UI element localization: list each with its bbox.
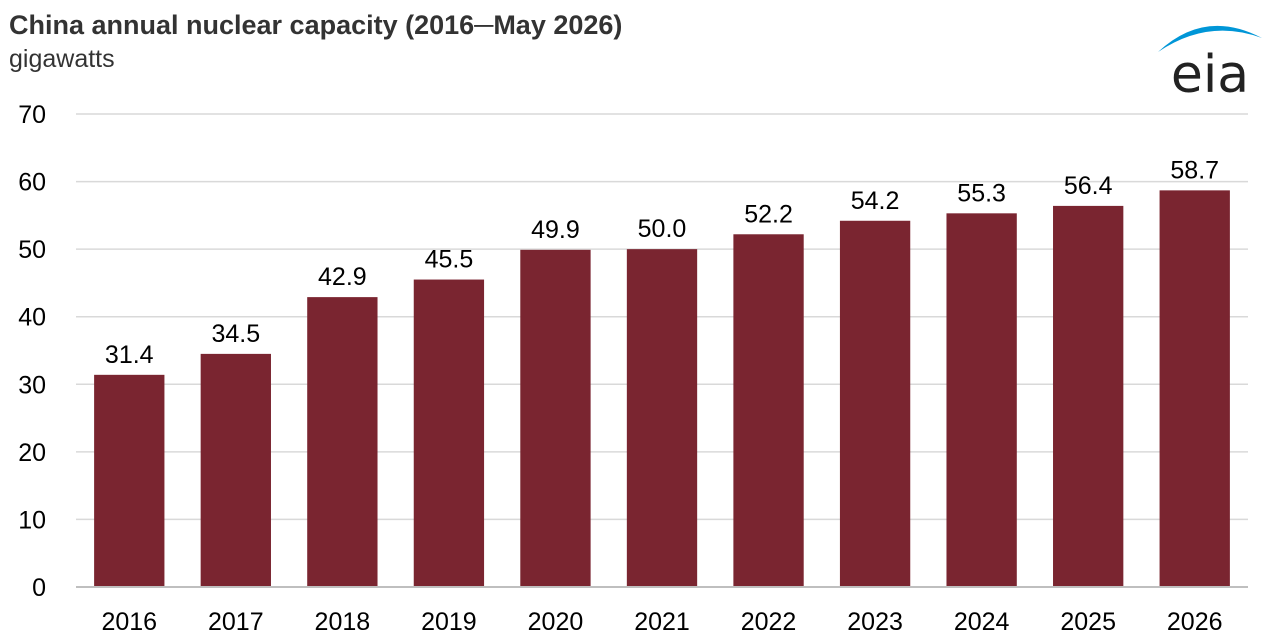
value-label-2016: 31.4 [105,341,154,369]
x-tick-label-2021: 2021 [634,608,690,636]
y-tick-label: 0 [32,574,46,602]
bar-2020 [520,249,591,587]
x-tick-label-2026: 2026 [1167,608,1223,636]
value-label-2021: 50.0 [638,215,687,243]
bar-2026 [1159,190,1230,587]
bar-2024 [946,213,1017,587]
chart-subtitle: gigawatts [9,45,115,73]
x-axis-labels: 2016 2017 2018 2019 2020 2021 2022 2023 2024 2025… [101,608,1222,636]
y-tick-label: 10 [18,506,46,534]
value-label-2018: 42.9 [318,263,367,291]
x-tick-label-2025: 2025 [1060,608,1116,636]
x-tick-label-2024: 2024 [954,608,1010,636]
value-label-2022: 52.2 [744,200,793,228]
value-label-2023: 54.2 [851,187,900,215]
value-label-2025: 56.4 [1064,172,1113,200]
y-tick-label: 20 [18,439,46,467]
value-label-2020: 49.9 [531,216,580,244]
bar-2016 [94,374,165,587]
bar-2021 [626,249,698,587]
bar-2022 [733,234,804,587]
y-tick-label: 40 [18,304,46,332]
eia-logo: eia [1158,25,1262,100]
x-tick-label-2023: 2023 [847,608,903,636]
value-label-2026: 58.7 [1170,156,1219,184]
y-tick-label: 50 [18,236,46,264]
x-tick-label-2017: 2017 [208,608,264,636]
y-tick-label: 30 [18,371,46,399]
value-label-2017: 34.5 [211,320,260,348]
y-axis-ticks: 0 10 20 30 40 50 60 70 [18,101,46,602]
value-label-2019: 45.5 [425,246,474,274]
bar-2018 [307,297,378,587]
bar-2023 [839,220,911,587]
x-tick-label-2020: 2020 [528,608,584,636]
y-tick-label: 60 [18,169,46,197]
y-tick-label: 70 [18,101,46,129]
value-labels: 31.4 34.5 42.9 45.5 49.9 50.0 52.2 54.2 55.3 56.4… [105,156,1219,368]
logo-arc-icon [1158,25,1262,52]
x-tick-label-2018: 2018 [315,608,371,636]
bar-2017 [200,353,271,587]
bar-2025 [1053,205,1124,587]
value-label-2024: 55.3 [957,179,1006,207]
chart-title: China annual nuclear capacity (2016─May … [9,10,623,40]
x-tick-label-2019: 2019 [421,608,477,636]
x-tick-label-2022: 2022 [741,608,797,636]
bars [94,190,1230,587]
x-tick-label-2016: 2016 [101,608,157,636]
logo-text: eia [1171,45,1249,100]
bar-2019 [413,279,485,587]
